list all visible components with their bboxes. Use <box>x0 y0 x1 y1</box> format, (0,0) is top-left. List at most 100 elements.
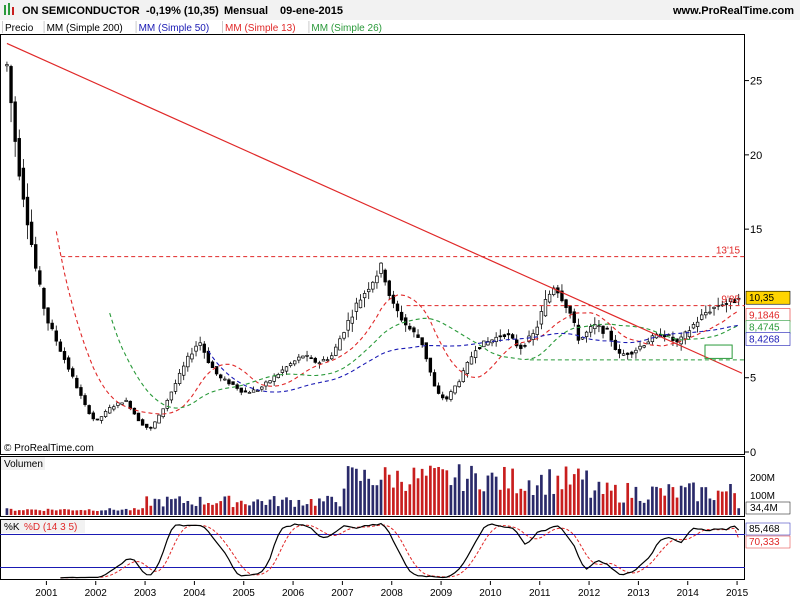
volume-bar <box>383 467 387 515</box>
candle-body <box>737 297 741 300</box>
candle-body <box>630 351 634 355</box>
x-tick-label: 2014 <box>677 588 700 599</box>
candle-body <box>535 326 539 335</box>
volume-bar <box>268 499 272 515</box>
price-tick-label: 0 <box>750 447 756 459</box>
volume-bar <box>720 491 724 515</box>
volume-bar <box>457 464 461 515</box>
legend-item[interactable]: MM (Simple 50) <box>139 23 210 34</box>
candle-body <box>140 419 145 426</box>
header-site[interactable]: www.ProRealTime.com <box>672 5 794 17</box>
candle-body <box>367 288 371 293</box>
volume-bar <box>227 495 231 515</box>
candle-body <box>62 351 67 360</box>
price-badge-box <box>745 290 791 305</box>
volume-bar <box>679 485 683 515</box>
candle-body <box>173 383 178 392</box>
volume-bar <box>207 503 210 515</box>
volume-bar <box>13 510 17 515</box>
volume-bar <box>379 479 383 515</box>
candle-body <box>223 378 227 381</box>
volume-bar <box>363 469 366 515</box>
candle-body <box>453 385 457 394</box>
candle-body <box>202 343 206 353</box>
volume-bar <box>424 475 428 515</box>
stochastic-panel[interactable] <box>0 519 745 580</box>
candle-body <box>301 355 305 359</box>
candle-body <box>560 290 564 302</box>
legend-item[interactable]: Precio <box>5 23 34 34</box>
x-tick-label: 2002 <box>85 588 108 599</box>
volume-bar <box>153 498 157 515</box>
volume-label-box <box>1 457 45 470</box>
volume-bar <box>141 508 144 515</box>
candle-body <box>539 311 544 325</box>
volume-bar <box>585 470 588 515</box>
stoch-label-d: %D (14 3 5) <box>24 522 77 533</box>
volume-bar <box>387 474 391 515</box>
volume-bar <box>46 508 50 515</box>
candle-body <box>354 302 359 312</box>
candle-body <box>494 336 498 343</box>
volume-bar <box>87 509 91 515</box>
candle-body <box>182 365 186 376</box>
volume-bar <box>281 499 284 515</box>
volume-bar <box>466 478 469 515</box>
volume-bar <box>503 466 506 515</box>
volume-bar <box>22 510 25 515</box>
volume-bar <box>646 499 650 515</box>
volume-bar <box>313 505 317 515</box>
volume-bar <box>174 498 177 515</box>
candle-body <box>79 387 83 396</box>
candle-body <box>161 408 165 418</box>
volume-bar <box>704 487 708 515</box>
candle-body <box>9 66 13 104</box>
volume-bar <box>577 468 580 515</box>
x-tick-label: 2010 <box>479 588 502 599</box>
candle-body <box>124 399 128 402</box>
volume-bar <box>145 496 149 515</box>
x-tick-label: 2005 <box>233 588 256 599</box>
volume-bar <box>614 484 617 515</box>
candle-body <box>29 221 34 245</box>
volume-bar <box>161 506 165 515</box>
candle-body <box>621 353 626 356</box>
volume-bar <box>285 497 288 515</box>
volume-label: Volumen <box>4 459 43 470</box>
candle-body <box>297 356 301 361</box>
legend-item[interactable]: MM (Simple 13) <box>225 23 296 34</box>
volume-bar <box>355 468 358 515</box>
candle-body <box>346 320 350 331</box>
volume-bar <box>486 475 490 515</box>
volume-bar <box>400 481 403 515</box>
legend-item[interactable]: MM (Simple 200) <box>47 23 123 34</box>
trendline[interactable] <box>6 42 743 374</box>
volume-bar <box>626 482 630 515</box>
volume-bar <box>367 478 371 515</box>
candle-body <box>412 327 416 333</box>
volume-bar <box>712 500 716 515</box>
candle-body <box>108 407 112 414</box>
legend-item[interactable]: MM (Simple 26) <box>311 23 382 34</box>
price-panel[interactable] <box>0 34 745 455</box>
volume-bar <box>350 467 354 515</box>
stoch-label-k: %K <box>4 522 20 533</box>
candle-body <box>609 330 613 341</box>
candle-body <box>732 299 737 304</box>
volume-bar <box>433 468 436 515</box>
candle-body <box>375 275 379 284</box>
header-title: ON SEMICONDUCTOR <box>22 5 140 17</box>
volume-bar <box>737 508 741 515</box>
candle-body <box>50 322 54 330</box>
price-badge: 9,1846 <box>749 311 780 322</box>
candle-body <box>243 390 248 393</box>
candle-body <box>25 196 30 226</box>
candle-body <box>58 341 63 352</box>
candle-body <box>305 354 309 357</box>
volume-bar <box>198 496 202 515</box>
volume-bar <box>42 510 46 515</box>
volume-bar <box>137 509 140 515</box>
volume-bar <box>544 494 547 515</box>
price-badge: 10,35 <box>749 293 774 304</box>
